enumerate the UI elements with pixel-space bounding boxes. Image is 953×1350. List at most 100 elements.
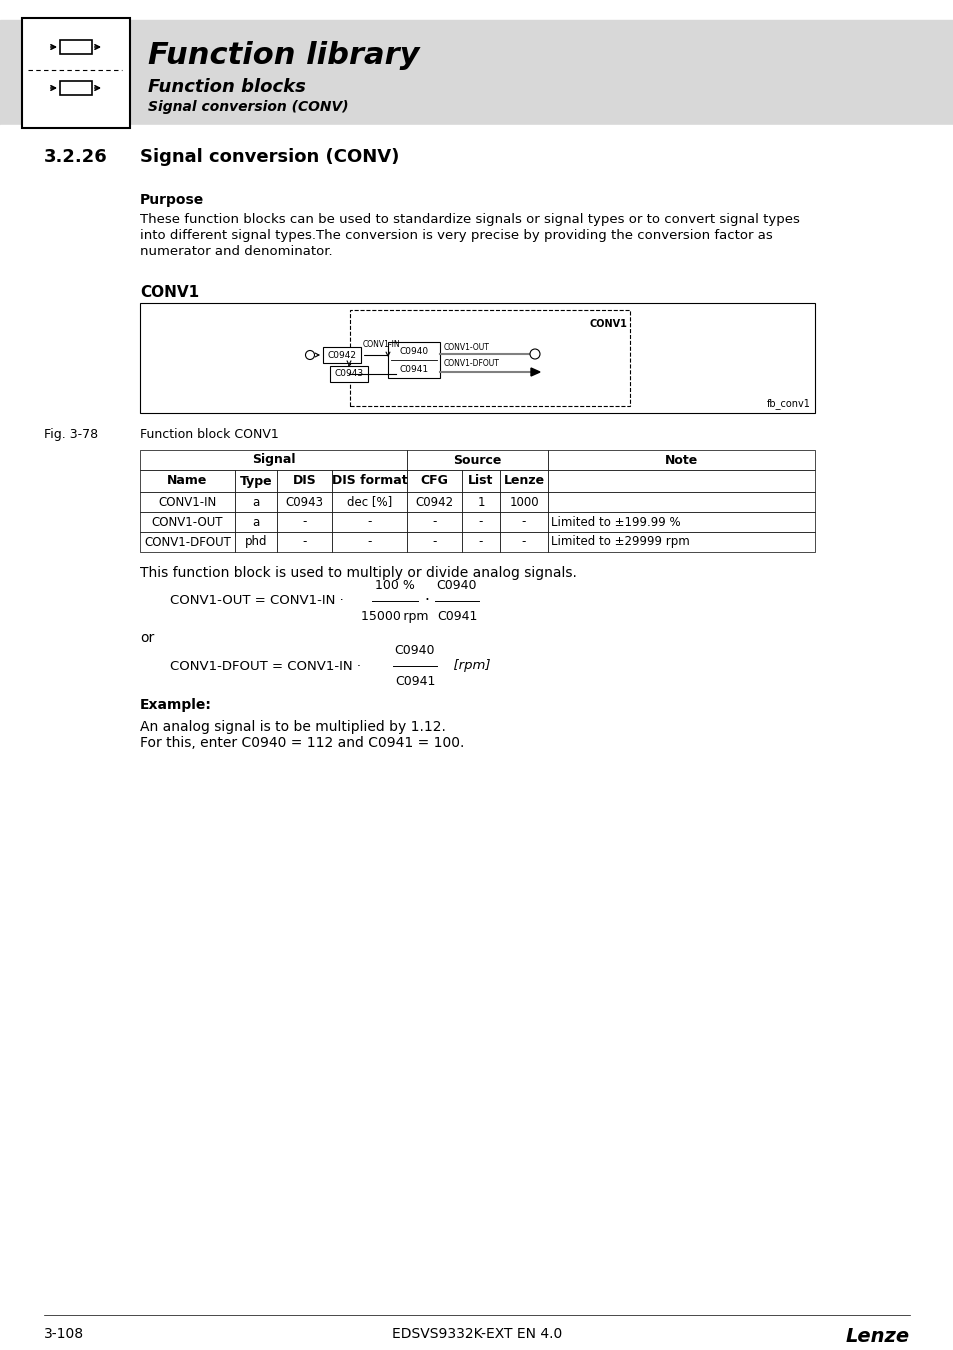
Text: C0941: C0941: [399, 364, 428, 374]
Bar: [461, 512, 499, 532]
Bar: [499, 491, 547, 512]
Text: CONV1-OUT: CONV1-OUT: [443, 343, 489, 351]
Text: Source: Source: [453, 454, 501, 467]
Text: An analog signal is to be multiplied by 1.12.: An analog signal is to be multiplied by …: [140, 720, 445, 734]
Text: -: -: [302, 516, 306, 528]
Bar: [323, 347, 360, 363]
Text: numerator and denominator.: numerator and denominator.: [140, 244, 333, 258]
Text: These function blocks can be used to standardize signals or signal types or to c: These function blocks can be used to sta…: [140, 213, 799, 225]
Text: -: -: [432, 536, 436, 548]
Text: 1000: 1000: [509, 495, 538, 509]
Text: EDSVS9332K-EXT EN 4.0: EDSVS9332K-EXT EN 4.0: [392, 1327, 561, 1341]
Text: CONV1-IN: CONV1-IN: [363, 340, 400, 350]
Text: -: -: [432, 516, 436, 528]
Circle shape: [530, 350, 539, 359]
Bar: [276, 470, 332, 491]
Bar: [332, 532, 407, 552]
Text: Name: Name: [167, 474, 208, 487]
Bar: [276, 532, 332, 552]
Bar: [499, 512, 547, 532]
Bar: [234, 491, 276, 512]
Text: Limited to ±199.99 %: Limited to ±199.99 %: [551, 516, 679, 528]
Bar: [547, 470, 814, 491]
Bar: [140, 450, 407, 470]
Bar: [407, 532, 461, 552]
Text: CONV1: CONV1: [140, 285, 199, 300]
Bar: [140, 470, 234, 491]
Bar: [332, 470, 407, 491]
Text: C0941: C0941: [395, 675, 435, 688]
Text: CFG: CFG: [420, 474, 448, 487]
Bar: [547, 491, 814, 512]
Bar: [332, 491, 407, 512]
Text: Limited to ±29999 rpm: Limited to ±29999 rpm: [551, 536, 689, 548]
Text: Signal conversion (CONV): Signal conversion (CONV): [148, 100, 348, 113]
Bar: [407, 470, 461, 491]
Bar: [330, 366, 368, 382]
Text: C0943: C0943: [335, 370, 363, 378]
Text: -: -: [367, 536, 372, 548]
Text: Type: Type: [239, 474, 272, 487]
Text: phd: phd: [245, 536, 267, 548]
Bar: [60, 40, 91, 54]
Text: -: -: [302, 536, 306, 548]
Text: Purpose: Purpose: [140, 193, 204, 207]
Text: CONV1: CONV1: [589, 319, 626, 329]
Text: Lenze: Lenze: [845, 1327, 909, 1346]
Text: Lenze: Lenze: [503, 474, 544, 487]
Bar: [499, 532, 547, 552]
Text: or: or: [140, 630, 154, 645]
Text: ·: ·: [424, 594, 429, 609]
Text: Fig. 3-78: Fig. 3-78: [44, 428, 98, 441]
Bar: [547, 512, 814, 532]
Text: C0943: C0943: [285, 495, 323, 509]
Circle shape: [305, 351, 314, 359]
Polygon shape: [531, 369, 539, 377]
Text: CONV1-IN: CONV1-IN: [158, 495, 216, 509]
Text: C0940: C0940: [436, 579, 476, 593]
Bar: [388, 342, 439, 378]
Text: -: -: [367, 516, 372, 528]
Text: C0940: C0940: [395, 644, 435, 657]
Text: Function block CONV1: Function block CONV1: [140, 428, 278, 441]
Bar: [234, 512, 276, 532]
Text: C0940: C0940: [399, 347, 428, 356]
Bar: [60, 81, 91, 95]
Text: C0942: C0942: [327, 351, 356, 359]
Bar: [276, 512, 332, 532]
Text: CONV1-OUT = CONV1-IN ·: CONV1-OUT = CONV1-IN ·: [170, 594, 343, 608]
Text: dec [%]: dec [%]: [347, 495, 392, 509]
Bar: [234, 532, 276, 552]
Text: -: -: [521, 536, 526, 548]
Text: a: a: [253, 495, 259, 509]
Text: a: a: [253, 516, 259, 528]
Text: CONV1-OUT: CONV1-OUT: [152, 516, 223, 528]
Text: CONV1-DFOUT = CONV1-IN ·: CONV1-DFOUT = CONV1-IN ·: [170, 660, 360, 672]
Bar: [234, 470, 276, 491]
Bar: [140, 512, 234, 532]
Bar: [0, 20, 953, 126]
Bar: [407, 450, 547, 470]
Text: DIS: DIS: [293, 474, 316, 487]
Text: Signal: Signal: [252, 454, 294, 467]
Bar: [461, 532, 499, 552]
Text: into different signal types.The conversion is very precise by providing the conv: into different signal types.The conversi…: [140, 230, 772, 242]
Text: Function library: Function library: [148, 40, 419, 69]
Text: 15000 rpm: 15000 rpm: [361, 610, 428, 622]
Bar: [332, 512, 407, 532]
Text: For this, enter C0940 = 112 and C0941 = 100.: For this, enter C0940 = 112 and C0941 = …: [140, 736, 464, 751]
Text: -: -: [478, 536, 482, 548]
Bar: [0, 0, 953, 20]
Text: 3-108: 3-108: [44, 1327, 84, 1341]
Bar: [276, 491, 332, 512]
Bar: [407, 491, 461, 512]
Text: List: List: [468, 474, 493, 487]
Text: CONV1-DFOUT: CONV1-DFOUT: [144, 536, 231, 548]
Text: Note: Note: [664, 454, 698, 467]
Text: DIS format: DIS format: [332, 474, 407, 487]
Text: [rpm]: [rpm]: [444, 660, 490, 672]
Text: C0941: C0941: [436, 610, 476, 622]
Text: C0942: C0942: [415, 495, 453, 509]
Text: -: -: [521, 516, 526, 528]
Bar: [461, 470, 499, 491]
